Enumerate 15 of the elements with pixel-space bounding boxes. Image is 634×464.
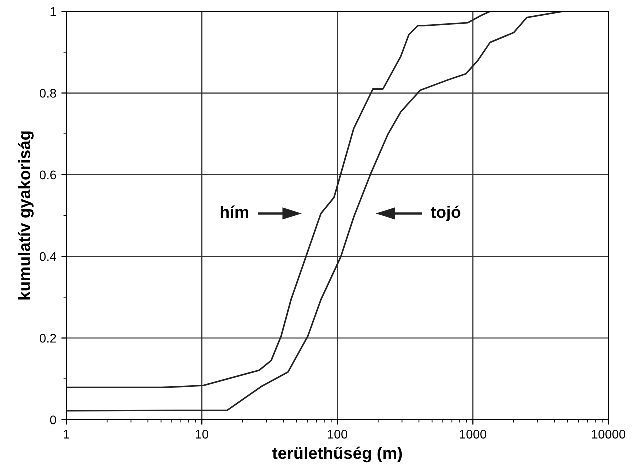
x-tick-label: 1: [64, 430, 70, 439]
y-tick-label: 0.8: [40, 89, 56, 98]
y-tick-label: 1: [50, 8, 56, 16]
x-tick-label: 1000: [460, 430, 487, 439]
y-tick-label: 0: [50, 416, 56, 425]
x-axis-title: területhűség (m): [272, 446, 402, 463]
annotation: hím: [220, 206, 248, 218]
x-tick-label: 10000: [592, 430, 626, 439]
y-tick-label: 0.2: [40, 334, 56, 343]
x-tick-label: 100: [328, 430, 348, 439]
y-tick-label: 0.6: [40, 170, 56, 180]
x-tick-label: 10: [196, 430, 209, 439]
annotation: tojó: [430, 206, 461, 222]
y-axis-title: kumulatív gyakoriság: [18, 132, 34, 300]
y-tick-label: 0.4: [40, 252, 56, 262]
